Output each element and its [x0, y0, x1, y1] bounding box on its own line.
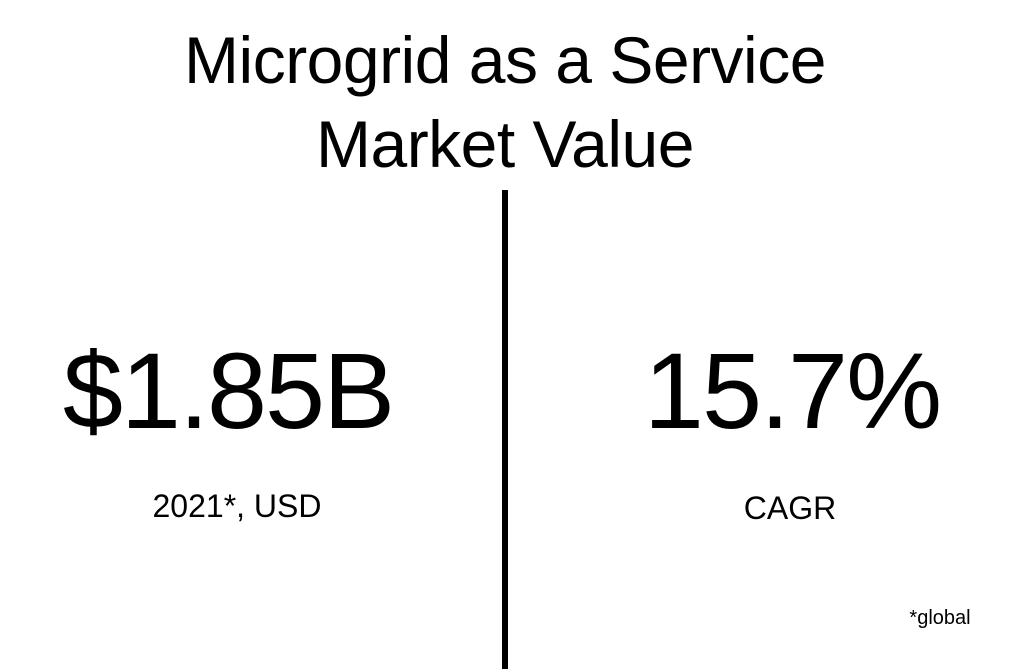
stat-label: CAGR	[743, 490, 837, 526]
stat-label: 2021*, USD	[152, 488, 322, 524]
title-line: Market Value	[316, 107, 694, 181]
title-line: Microgrid as a Service	[184, 23, 826, 97]
stat-value: 15.7%	[643, 330, 942, 451]
divider	[502, 190, 508, 669]
footnote: *global	[909, 607, 971, 629]
stat-value: $1.85B	[62, 330, 395, 451]
